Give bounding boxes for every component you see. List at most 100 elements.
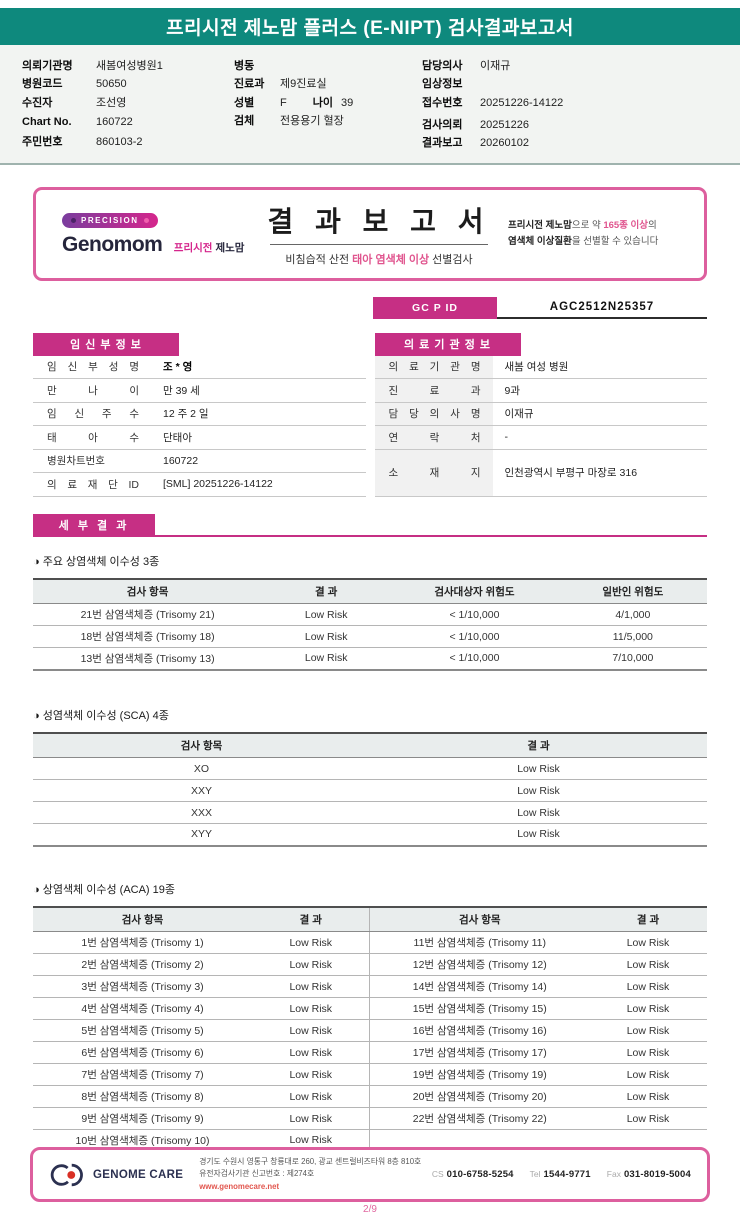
field-label: 담당의사	[422, 59, 463, 72]
cell-item: 14번 삼염색체증 (Trisomy 14)	[369, 975, 590, 998]
address-line1: 경기도 수원시 영통구 창룡대로 260, 광교 센트럴비즈타워 8층 810호	[199, 1157, 422, 1167]
cell-result: Low Risk	[589, 953, 707, 976]
cell-item: 21번 삼염색체증 (Trisomy 21)	[33, 603, 263, 626]
field-label: 검사의뢰	[422, 118, 463, 131]
detail-section-title: 세 부 결 과	[33, 513, 155, 537]
banner-tagline: 프리시전 제노맘으로 약 165종 이상의 염색체 이상질환을 선별할 수 있습…	[508, 218, 678, 249]
field-value: 860103-2	[96, 136, 143, 148]
field-value: 20260102	[480, 137, 529, 149]
patient-header-col3: 담당의사 이재규 임상정보 접수번호 20251226-14122 검사의뢰 2…	[422, 54, 718, 153]
precision-badge: PRECISION	[62, 213, 158, 228]
field-test-request-date: 검사의뢰 20251226	[422, 116, 718, 132]
genomom-logo: PRECISION Genomom 프리시전 제노맘	[62, 210, 250, 257]
field-label: 수진자	[22, 96, 53, 109]
cell-item: 1번 삼염색체증 (Trisomy 1)	[33, 931, 253, 954]
table-header-row: 검사 항목 결 과 검사대상자 위험도 일반인 위험도	[33, 577, 707, 604]
cell-result: Low Risk	[252, 1041, 371, 1064]
field-value: 이재규	[480, 59, 511, 72]
field-value: 새봄여성병원1	[96, 59, 163, 72]
cell-result: Low Risk	[262, 625, 391, 648]
report-subtitle: 비침습적 산전 태아 염색체 이상 선별검사	[285, 254, 473, 266]
info-row: 의 료 재 단 ID [SML] 20251226-14122	[33, 473, 366, 497]
field-label: 결과보고	[422, 137, 463, 149]
info-label: 연 락 처	[374, 426, 493, 449]
field-ward: 병동	[234, 57, 422, 73]
info-label: 임 신 부 성 명	[47, 361, 139, 374]
cell-item: XXX	[33, 801, 370, 824]
field-label: 성별	[234, 96, 255, 109]
cell-item: 8번 삼염색체증 (Trisomy 8)	[33, 1085, 253, 1108]
gcpid-label: GC P ID	[373, 296, 497, 319]
field-value: 50650	[96, 78, 127, 90]
table-row: XXX Low Risk	[33, 801, 707, 824]
cell-result: Low Risk	[252, 953, 371, 976]
field-hospital-code: 병원코드 50650	[22, 75, 234, 91]
info-value: 9과	[504, 384, 521, 397]
field-label: 검체	[234, 115, 255, 127]
cell-result: Low Risk	[589, 1107, 707, 1130]
genome-care-logo: GENOME CARE	[49, 1161, 183, 1189]
cell-item: 13번 삼염색체증 (Trisomy 13)	[33, 647, 263, 671]
info-value: [SML] 20251226-14122	[163, 478, 273, 491]
table-row: 2번 삼염색체증 (Trisomy 2) Low Risk 12번 삼염색체증 …	[33, 953, 707, 976]
field-label: 진료과	[234, 78, 265, 90]
cell-item: 9번 삼염색체증 (Trisomy 9)	[33, 1107, 253, 1130]
website-link[interactable]: www.genomecare.net	[199, 1181, 280, 1191]
cell-general-risk: 11/5,000	[558, 625, 707, 648]
cell-result: Low Risk	[252, 975, 371, 998]
table-row: XYY Low Risk	[33, 823, 707, 847]
cell-item: 20번 삼염색체증 (Trisomy 20)	[369, 1085, 590, 1108]
cell-general-risk: 4/1,000	[558, 603, 707, 626]
info-label: 담 당 의 사 명	[374, 402, 493, 425]
cell-item: 4번 삼염색체증 (Trisomy 4)	[33, 997, 253, 1020]
field-doctor: 담당의사 이재규	[422, 57, 718, 73]
field-value: 20251226	[480, 118, 529, 131]
info-value: 조 * 영	[163, 361, 193, 374]
field-value: 160722	[96, 115, 133, 128]
field-patient-name: 수진자 조선영	[22, 94, 234, 110]
cell-item: 22번 삼염색체증 (Trisomy 22)	[369, 1107, 590, 1130]
field-value: 20251226-14122	[480, 96, 564, 109]
table-row: 8번 삼염색체증 (Trisomy 8) Low Risk 20번 삼염색체증 …	[33, 1085, 707, 1108]
info-label: 의 료 기 관 명	[374, 355, 493, 378]
footer-address: 경기도 수원시 영통구 창룡대로 260, 광교 센트럴비즈타워 8층 810호…	[199, 1156, 421, 1192]
cell-subject-risk: < 1/10,000	[390, 603, 559, 626]
field-label: 주민번호	[22, 136, 63, 148]
patient-header-col1: 의뢰기관명 새봄여성병원1 병원코드 50650 수진자 조선영 Chart N…	[22, 54, 234, 153]
field-requesting-org: 의뢰기관명 새봄여성병원1	[22, 57, 234, 73]
table-row: 13번 삼염색체증 (Trisomy 13) Low Risk < 1/10,0…	[33, 647, 707, 671]
table-row: 7번 삼염색체증 (Trisomy 7) Low Risk 19번 삼염색체증 …	[33, 1063, 707, 1086]
table-row: 10번 삼염색체증 (Trisomy 10) Low Risk	[33, 1129, 707, 1153]
address-line2: 유전자검사기관 신고번호 : 제274호	[199, 1169, 315, 1179]
cell-item: 6번 삼염색체증 (Trisomy 6)	[33, 1041, 253, 1064]
table-row: 1번 삼염색체증 (Trisomy 1) Low Risk 11번 삼염색체증 …	[33, 931, 707, 954]
cell-subject-risk: < 1/10,000	[390, 625, 559, 648]
header-test-item: 검사 항목	[369, 905, 590, 932]
header-test-item: 검사 항목	[33, 905, 253, 932]
cell-result: Low Risk	[252, 1107, 371, 1130]
table-row: XO Low Risk	[33, 757, 707, 780]
field-department: 진료과 제9진료실	[234, 75, 422, 91]
report-banner: PRECISION Genomom 프리시전 제노맘 결 과 보 고 서 비침습적…	[33, 186, 707, 281]
cell-item: 15번 삼염색체증 (Trisomy 15)	[369, 997, 590, 1020]
info-value: 만 39 세	[163, 384, 200, 397]
detail-section-header: 세 부 결 과	[33, 513, 707, 537]
info-row: 연 락 처 -	[374, 426, 707, 450]
table-row: 18번 삼염색체증 (Trisomy 18) Low Risk < 1/10,0…	[33, 625, 707, 648]
field-value-age: 39	[340, 96, 354, 109]
footer: GENOME CARE 경기도 수원시 영통구 창룡대로 260, 광교 센트럴…	[30, 1147, 710, 1202]
cell-result: Low Risk	[589, 1063, 707, 1086]
info-row: 만 나 이 만 39 세	[33, 379, 366, 403]
header-result: 결 과	[370, 731, 707, 758]
table-row: 21번 삼염색체증 (Trisomy 21) Low Risk < 1/10,0…	[33, 603, 707, 626]
sca-table: 검사 항목 결 과 XO Low Risk XXY Low Risk XXX L…	[33, 731, 707, 847]
page-number: 2/9	[363, 1204, 377, 1215]
trisomy-table: 검사 항목 결 과 검사대상자 위험도 일반인 위험도 21번 삼염색체증 (T…	[33, 577, 707, 671]
table-header-row: 검사 항목 결 과 검사 항목 결 과	[33, 905, 707, 932]
field-label: 병원코드	[22, 78, 63, 90]
header-test-item: 검사 항목	[33, 577, 263, 604]
gcpid-row: GC P ID AGC2512N25357	[33, 296, 707, 319]
info-label: 병원차트번호	[47, 455, 105, 468]
header-result: 결 과	[252, 905, 371, 932]
info-row: 태 아 수 단태아	[33, 426, 366, 450]
